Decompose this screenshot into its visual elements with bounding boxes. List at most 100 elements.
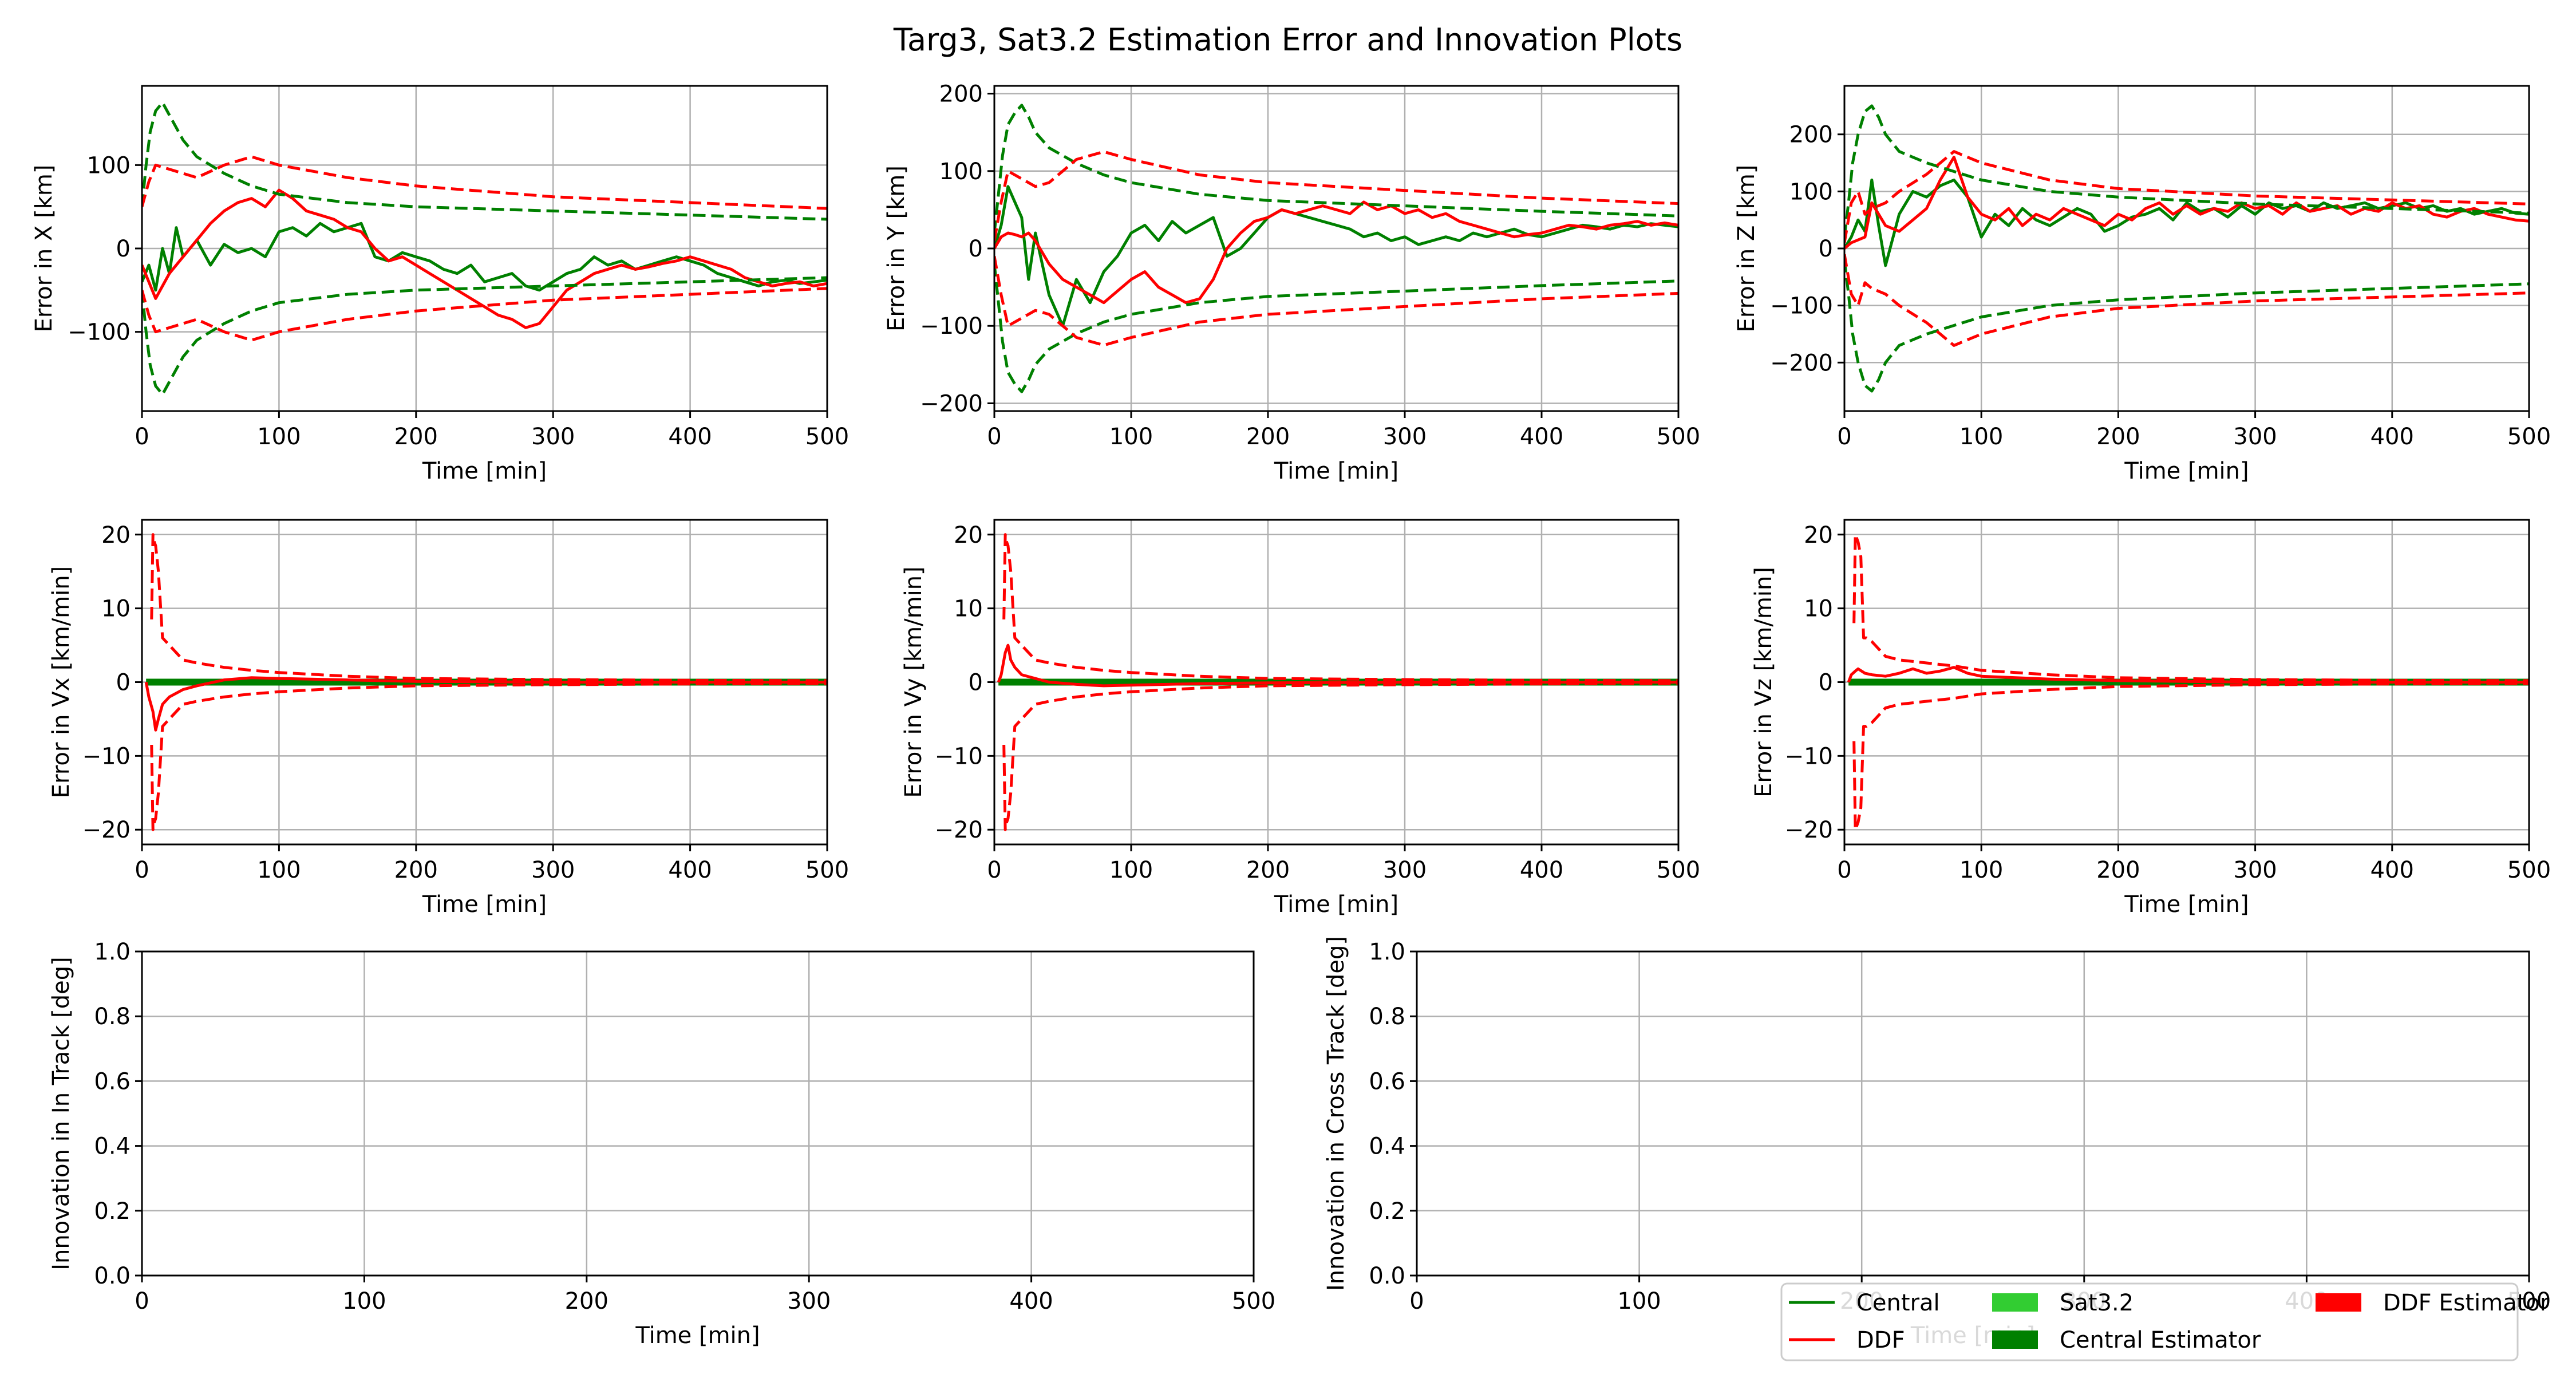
legend-label: DDF — [1856, 1327, 1905, 1353]
central-bound-line — [994, 104, 1678, 234]
legend-patch-3 — [1992, 1330, 2038, 1349]
x-axis-label: Time [min] — [2124, 891, 2249, 918]
ddf-bound-line — [1002, 682, 1678, 831]
x-tick-label: 400 — [2370, 857, 2414, 883]
x-tick-label: 200 — [1246, 857, 1290, 883]
ddf-bound-line — [1844, 150, 2529, 243]
y-tick-label: 0.8 — [1369, 1004, 1405, 1030]
y-tick-label: 20 — [954, 522, 983, 548]
ddf-bound-line — [150, 682, 827, 831]
y-axis-label: Error in Z [km] — [1733, 165, 1760, 333]
central-bound-line — [1844, 259, 2529, 393]
y-tick-label: −200 — [1770, 350, 1833, 376]
y-tick-label: 0.2 — [94, 1198, 131, 1225]
axes-frame — [993, 519, 1680, 846]
central-error-line — [994, 185, 1678, 327]
y-tick-label: −200 — [920, 390, 983, 417]
x-tick-label: 500 — [1657, 857, 1700, 883]
central-error-line — [1844, 178, 2529, 267]
x-tick-label: 0 — [1837, 424, 1851, 450]
y-tick-label: 0.8 — [94, 1004, 131, 1030]
y-tick-label: 0 — [969, 236, 983, 262]
y-tick-label: 0.0 — [1369, 1263, 1405, 1289]
ddf-error-line — [997, 643, 1678, 688]
y-tick-label: 100 — [1789, 179, 1833, 205]
x-axis-label: Time [min] — [1274, 891, 1398, 918]
y-tick-label: 10 — [1804, 596, 1833, 622]
y-tick-label: 20 — [101, 522, 131, 548]
x-tick-label: 0 — [1409, 1288, 1424, 1314]
x-tick-label: 100 — [1109, 424, 1153, 450]
ddf-bound-line — [1852, 682, 2529, 831]
y-tick-label: 0.4 — [1369, 1134, 1405, 1160]
y-tick-label: −100 — [920, 313, 983, 339]
x-tick-label: 300 — [2233, 857, 2277, 883]
y-tick-label: 0.2 — [1369, 1198, 1405, 1225]
figure-title: Targ3, Sat3.2 Estimation Error and Innov… — [893, 22, 1682, 58]
x-tick-label: 300 — [787, 1288, 831, 1314]
x-tick-label: 400 — [1520, 424, 1563, 450]
axes-frame — [1416, 950, 2530, 1277]
y-tick-label: 10 — [101, 596, 131, 622]
x-tick-label: 500 — [1232, 1288, 1275, 1314]
axes-frame — [1843, 519, 2530, 846]
legend-label: Central Estimator — [2060, 1327, 2261, 1353]
y-tick-label: 200 — [939, 81, 983, 108]
y-tick-label: 0.6 — [1369, 1068, 1405, 1095]
ddf-bound-line — [994, 256, 1678, 347]
ddf-bound-line — [142, 155, 827, 210]
legend-patch-2 — [1992, 1293, 2038, 1312]
ddf-bound-line — [142, 287, 827, 342]
x-tick-label: 100 — [257, 857, 301, 883]
y-tick-label: −100 — [1770, 293, 1833, 319]
x-tick-label: 100 — [1617, 1288, 1661, 1314]
ddf-bound-line — [1852, 533, 2529, 682]
y-tick-label: 0.6 — [94, 1068, 131, 1095]
y-tick-label: 1.0 — [94, 939, 131, 965]
x-tick-label: 0 — [135, 1288, 149, 1314]
y-tick-label: 100 — [939, 159, 983, 185]
subplot-4: 0 100 200 300 400 500 −20 −10 0 10 20 Time [min] Err… — [48, 519, 849, 918]
x-tick-label: 200 — [2096, 424, 2140, 450]
y-tick-label: 1.0 — [1369, 939, 1405, 965]
x-tick-label: 0 — [1837, 857, 1851, 883]
legend-label: DDF Estimator — [2383, 1290, 2550, 1316]
x-tick-label: 200 — [1246, 424, 1290, 450]
y-tick-label: 100 — [87, 152, 131, 179]
y-axis-label: Error in X [km] — [31, 165, 57, 333]
y-axis-label: Innovation in In Track [deg] — [48, 957, 74, 1270]
y-tick-label: 0.4 — [94, 1134, 131, 1160]
axes-frame — [993, 85, 1680, 412]
subplot-7: 0 100 200 300 400 500 0.0 0.2 0.4 0.6 0.8 1.0 Time [… — [48, 939, 1275, 1349]
ddf-error-line — [994, 200, 1678, 305]
x-tick-label: 300 — [531, 424, 575, 450]
y-tick-label: 200 — [1789, 122, 1833, 148]
axes-frame — [141, 519, 828, 846]
x-tick-label: 300 — [1383, 857, 1427, 883]
legend-label: Sat3.2 — [2060, 1290, 2134, 1316]
x-tick-label: 0 — [987, 857, 1001, 883]
subplot-2: 0 100 200 300 400 500 −200 −100 0 100 200 Time [min… — [883, 81, 1700, 484]
y-tick-label: 10 — [954, 596, 983, 622]
x-axis-label: Time [min] — [635, 1322, 760, 1349]
x-tick-label: 0 — [135, 857, 149, 883]
y-axis-label: Innovation in Cross Track [deg] — [1323, 936, 1349, 1291]
x-tick-label: 100 — [257, 424, 301, 450]
y-tick-label: −100 — [68, 319, 131, 346]
x-tick-label: 500 — [2507, 424, 2551, 450]
x-tick-label: 100 — [1959, 857, 2003, 883]
x-tick-label: 400 — [2370, 424, 2414, 450]
ddf-error-line — [144, 676, 827, 732]
y-tick-label: 0.0 — [94, 1263, 131, 1289]
x-tick-label: 200 — [2096, 857, 2140, 883]
y-axis-label: Error in Vx [km/min] — [48, 566, 74, 798]
central-bound-line — [142, 101, 827, 221]
x-tick-label: 500 — [1657, 424, 1700, 450]
subplot-5: 0 100 200 300 400 500 −20 −10 0 10 20 Time [min] Err… — [900, 519, 1700, 918]
central-bound-line — [994, 263, 1678, 393]
central-error-line — [142, 222, 827, 292]
legend: Central DDF Sat3.2 Central Estimator DDF Est… — [1780, 1282, 2550, 1361]
y-tick-label: −10 — [935, 743, 983, 769]
x-tick-label: 500 — [2507, 857, 2551, 883]
